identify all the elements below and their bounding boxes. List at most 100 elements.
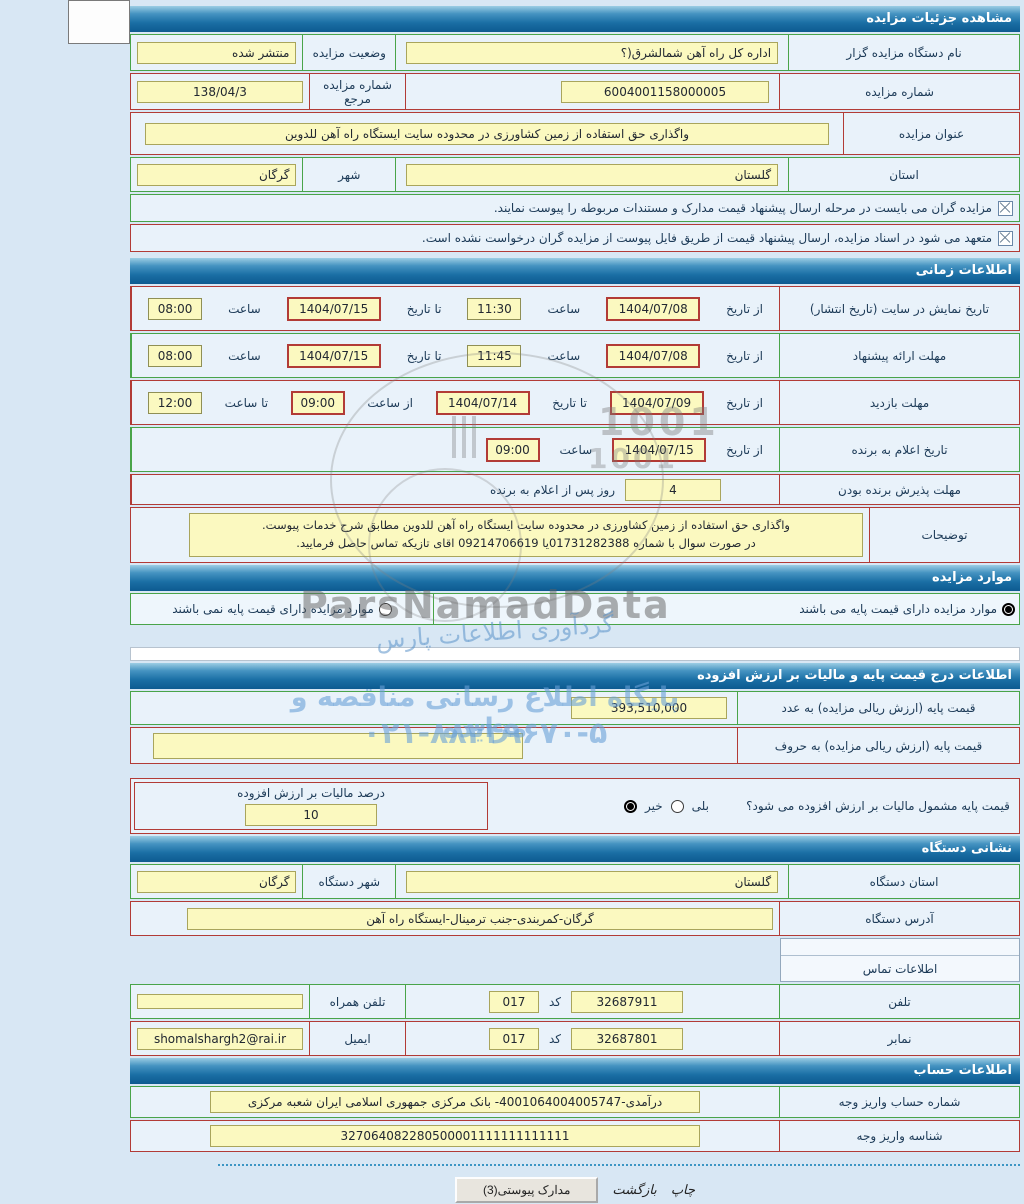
offer-from-time-field[interactable]: 11:45 — [467, 344, 522, 367]
description-line2: در صورت سوال با شماره 01731282388یا 0921… — [296, 536, 756, 550]
row-phone: تلفن 32687911 کد 017 تلفن همراه — [130, 984, 1020, 1019]
no-base-price-radio[interactable] — [378, 602, 392, 616]
email-label: ایمیل — [309, 1022, 405, 1055]
section-time-info: اطلاعات زمانی — [130, 258, 1020, 284]
row-province: استان گلستان شهر گرگان — [130, 157, 1020, 192]
row-winner-accept: مهلت پذیرش برنده بودن 4 روز پس از اعلام … — [130, 474, 1020, 505]
auction-title-field[interactable]: واگذاری حق استفاده از زمین کشاورزی در مح… — [145, 122, 829, 145]
publish-from-time-field[interactable]: 11:30 — [467, 297, 522, 320]
org-label: نام دستگاه مزایده گزار — [788, 35, 1019, 70]
visit-to-time-field[interactable]: 12:00 — [148, 391, 203, 414]
mobile-field[interactable] — [137, 994, 303, 1009]
announce-time-field[interactable]: 09:00 — [485, 437, 540, 462]
base-price-words-label: قیمت پایه (ارزش ریالی مزایده) به حروف — [737, 728, 1019, 763]
to-time-label: ساعت — [228, 301, 261, 316]
row-publish-dates: تاریخ نمایش در سایت (تاریخ انتشار) از تا… — [130, 286, 1020, 331]
from-time-label: ساعت — [547, 301, 581, 316]
row-vat-question: قیمت پایه مشمول مالیات بر ارزش افزوده می… — [130, 778, 1020, 834]
vat-no-radio[interactable] — [624, 799, 637, 813]
deposit-account-field[interactable]: درآمدی-4001064004005747- بانک مرکزی جمهو… — [210, 1091, 700, 1113]
ref-number-label: شماره مزایده مرجع — [309, 74, 405, 109]
visit-to-date-field[interactable]: 1404/07/14 — [435, 390, 530, 415]
row-base-price-option: موارد مزایده دارای قیمت پایه می باشند مو… — [130, 593, 1020, 625]
fax-code-field[interactable]: 017 — [488, 1027, 539, 1050]
deposit-account-label: شماره حساب واریز وجه — [779, 1087, 1019, 1117]
no-file-request-text: متعهد می شود در اسناد مزایده، ارسال پیشن… — [421, 231, 992, 245]
from-date-label: از تاریخ — [726, 348, 763, 363]
description-label: توضیحات — [869, 508, 1019, 562]
no-file-request-checkbox[interactable] — [998, 230, 1013, 246]
publish-to-date-field[interactable]: 1404/07/15 — [286, 296, 381, 321]
description-line1: واگذاری حق استفاده از زمین کشاورزی در مح… — [262, 518, 790, 533]
winner-accept-days-field[interactable]: 4 — [625, 478, 721, 501]
row-no-file-request: متعهد می شود در اسناد مزایده، ارسال پیشن… — [130, 224, 1020, 252]
popup-artifact — [68, 0, 130, 44]
row-winner-announce: تاریخ اعلام به برنده از تاریخ 1404/07/15… — [130, 427, 1020, 472]
visit-from-time-field[interactable]: 09:00 — [290, 390, 345, 415]
org-address-label: آدرس دستگاه — [779, 902, 1019, 935]
vat-no-label: خیر — [645, 799, 663, 813]
row-org-address: آدرس دستگاه گرگان-کمربندی-جنب ترمینال-ای… — [130, 901, 1020, 936]
from-time-label: ساعت — [547, 348, 581, 363]
row-base-price-words: قیمت پایه (ارزش ریالی مزایده) به حروف — [130, 727, 1020, 764]
city-field[interactable]: گرگان — [137, 163, 297, 186]
org-city-field[interactable]: گرگان — [137, 870, 297, 893]
base-price-number-label: قیمت پایه (ارزش ریالی مزایده) به عدد — [737, 692, 1019, 724]
winner-announce-label: تاریخ اعلام به برنده — [779, 428, 1019, 471]
ref-number-field[interactable]: 138/04/3 — [137, 80, 303, 103]
fax-code-label: کد — [548, 1031, 561, 1046]
vat-yes-radio[interactable] — [670, 799, 684, 813]
has-base-price-radio[interactable] — [1002, 602, 1015, 616]
page-title: مشاهده جزئیات مزایده — [130, 6, 1020, 32]
phone-field[interactable]: 32687911 — [571, 990, 683, 1013]
row-deposit-id: شناسه واریز وجه 327064082280500001111111… — [130, 1120, 1020, 1152]
mobile-label: تلفن همراه — [309, 985, 405, 1018]
org-province-field[interactable]: گلستان — [406, 870, 779, 893]
row-auction-title: عنوان مزایده واگذاری حق استفاده از زمین … — [130, 112, 1020, 155]
offer-to-date-field[interactable]: 1404/07/15 — [286, 343, 381, 368]
publish-from-date-field[interactable]: 1404/07/08 — [606, 296, 701, 321]
attachment-required-text: مزایده گران می بایست در مرحله ارسال پیشن… — [493, 201, 992, 215]
vat-question-label: قیمت پایه مشمول مالیات بر ارزش افزوده می… — [746, 799, 1010, 813]
base-price-number-field[interactable]: 393,510,000 — [571, 697, 727, 719]
announce-date-field[interactable]: 1404/07/15 — [612, 437, 707, 462]
vat-percent-label: درصد مالیات بر ارزش افزوده — [237, 786, 385, 800]
row-fax: نمابر 32687801 کد 017 ایمیل shomalshargh… — [130, 1021, 1020, 1056]
section-auction-items: موارد مزایده — [130, 565, 1020, 591]
print-link[interactable]: چاپ — [670, 1182, 696, 1198]
row-visit-deadline: مهلت بازدید از تاریخ 1404/07/09 تا تاریخ… — [130, 380, 1020, 425]
vat-percent-field[interactable]: 10 — [245, 804, 377, 826]
row-offer-deadline: مهلت ارائه پیشنهاد از تاریخ 1404/07/08 س… — [130, 333, 1020, 378]
offer-deadline-label: مهلت ارائه پیشنهاد — [779, 334, 1019, 377]
auction-number-field[interactable]: 6004001158000005 — [561, 80, 769, 103]
visit-deadline-label: مهلت بازدید — [779, 381, 1019, 424]
publish-dates-label: تاریخ نمایش در سایت (تاریخ انتشار) — [779, 287, 1019, 330]
row-organization: نام دستگاه مزایده گزار اداره کل راه آهن … — [130, 34, 1020, 71]
section-account-info: اطلاعات حساب — [130, 1058, 1020, 1084]
status-field[interactable]: منتشر شده — [137, 41, 297, 64]
email-field[interactable]: shomalshargh2@rai.ir — [137, 1027, 303, 1050]
base-price-words-field[interactable] — [153, 732, 523, 759]
org-field[interactable]: اداره کل راه آهن شمالشرق(؟ — [406, 41, 779, 64]
vat-yes-label: بلی — [691, 799, 709, 813]
city-label: شهر — [302, 158, 395, 191]
footer-actions: چاپ بازگشت مدارک پیوستی(3) — [130, 1176, 1020, 1204]
org-address-field[interactable]: گرگان-کمربندی-جنب ترمینال-ایستگاه راه آه… — [187, 907, 773, 930]
attachments-button[interactable]: مدارک پیوستی(3) — [454, 1177, 599, 1203]
deposit-id-field[interactable]: 327064082280500001111111111111 — [210, 1125, 700, 1147]
row-description: توضیحات واگذاری حق استفاده از زمین کشاور… — [130, 507, 1020, 563]
phone-code-field[interactable]: 017 — [488, 990, 539, 1013]
winner-accept-label: مهلت پذیرش برنده بودن — [779, 475, 1019, 504]
attachment-required-checkbox[interactable] — [998, 200, 1013, 216]
fax-field[interactable]: 32687801 — [571, 1027, 683, 1050]
org-province-label: استان دستگاه — [788, 865, 1019, 898]
row-base-price-number: قیمت پایه (ارزش ریالی مزایده) به عدد 393… — [130, 691, 1020, 725]
contact-header-row: اطلاعات تماس — [130, 938, 1020, 982]
to-time-label: تا ساعت — [224, 395, 269, 410]
province-field[interactable]: گلستان — [406, 163, 779, 186]
offer-from-date-field[interactable]: 1404/07/08 — [606, 343, 701, 368]
publish-to-time-field[interactable]: 08:00 — [148, 297, 203, 320]
offer-to-time-field[interactable]: 08:00 — [148, 344, 203, 367]
back-link[interactable]: بازگشت — [612, 1182, 657, 1198]
visit-from-date-field[interactable]: 1404/07/09 — [609, 390, 704, 415]
